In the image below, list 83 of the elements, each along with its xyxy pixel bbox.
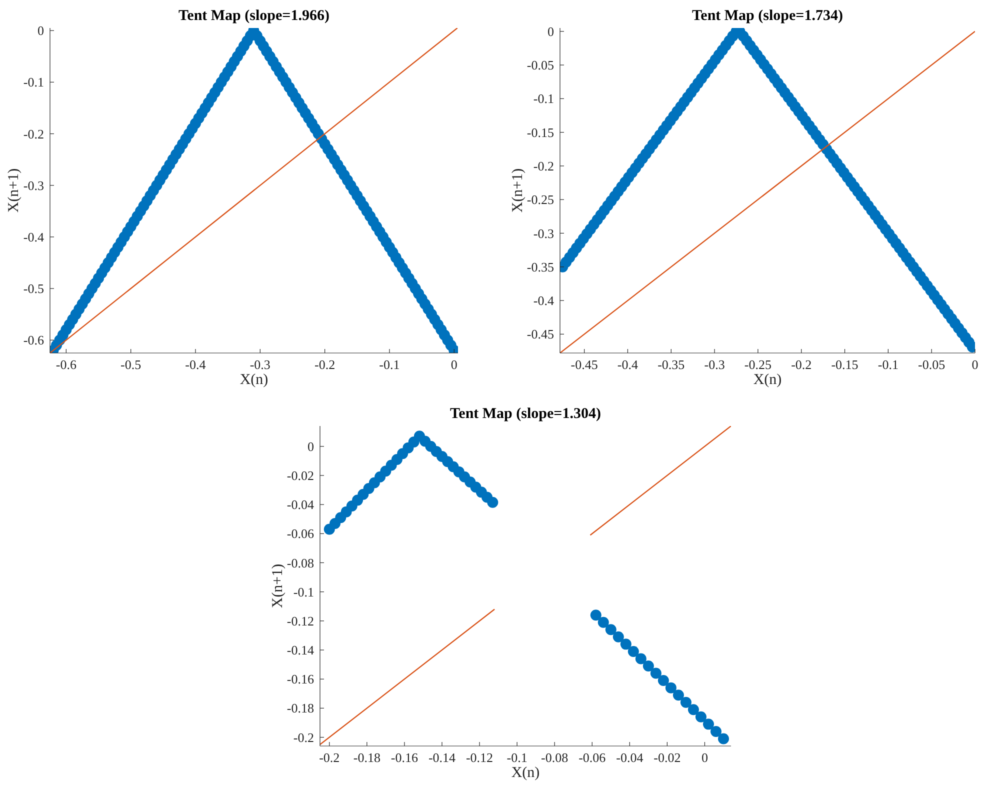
x-tick-label: -0.04 xyxy=(616,750,644,765)
x-tick-label: -0.6 xyxy=(56,357,77,372)
point xyxy=(702,718,714,730)
point xyxy=(680,696,692,708)
x-tick-label: 0 xyxy=(450,357,458,372)
x-tick-label: -0.4 xyxy=(185,357,206,372)
x-tick-label: -0.1 xyxy=(878,357,898,372)
x-tick-label: -0.12 xyxy=(466,750,494,765)
y-tick-label: -0.2 xyxy=(23,126,44,142)
x-tick-label: 0 xyxy=(701,750,708,765)
y-axis-title: X(n+1) xyxy=(6,168,22,213)
y-tick-label: -0.5 xyxy=(23,281,44,296)
x-tick-label: -0.16 xyxy=(390,750,418,765)
point xyxy=(487,496,498,508)
point xyxy=(590,610,602,621)
point xyxy=(628,646,639,657)
x-tick-label: -0.1 xyxy=(506,750,528,765)
x-tick-label: -0.15 xyxy=(831,357,858,372)
y-tick-label: -0.1 xyxy=(293,584,314,600)
y-tick-label: -0.1 xyxy=(533,91,554,106)
y-tick-label: -0.45 xyxy=(526,326,554,342)
y-tick-label: 0 xyxy=(38,23,44,38)
x-tick-label: -0.2 xyxy=(314,357,336,372)
point xyxy=(650,668,662,679)
point xyxy=(658,675,669,686)
y-tick-label: -0.14 xyxy=(286,642,314,658)
point xyxy=(665,682,676,694)
y-tick-label: -0.16 xyxy=(286,672,314,687)
point xyxy=(605,624,616,636)
x-tick-label: -0.25 xyxy=(744,357,772,372)
x-tick-label: -0.3 xyxy=(250,357,270,372)
y-tick-label: -0.2 xyxy=(533,158,554,174)
x-tick-label: -0.14 xyxy=(428,750,456,765)
chart-title: Tent Map (slope=1.304) xyxy=(450,406,601,422)
x-tick-label: -0.3 xyxy=(704,357,725,372)
y-tick-label: -0.25 xyxy=(526,192,554,208)
y-tick-label: -0.08 xyxy=(286,555,314,570)
x-axis-title: X(n) xyxy=(511,765,540,781)
x-tick-label: -0.2 xyxy=(319,750,340,765)
x-tick-label: -0.4 xyxy=(617,357,638,372)
point xyxy=(710,726,722,737)
x-tick-label: -0.45 xyxy=(570,357,598,372)
point xyxy=(695,711,706,722)
y-tick-label: -0.6 xyxy=(23,332,44,348)
x-tick-label: -0.1 xyxy=(379,357,400,372)
point xyxy=(620,638,632,650)
y-tick-label: -0.1 xyxy=(23,74,44,90)
x-tick-label: -0.05 xyxy=(918,357,946,372)
x-tick-label: -0.18 xyxy=(353,750,380,765)
y-tick-label: -0.4 xyxy=(23,229,44,244)
chart-title: Tent Map (slope=1.966) xyxy=(178,8,330,24)
chart-title: Tent Map (slope=1.734) xyxy=(692,8,843,24)
x-tick-label: -0.35 xyxy=(658,357,685,372)
x-tick-label: -0.5 xyxy=(120,357,142,372)
y-tick-label: -0.04 xyxy=(286,497,314,512)
point xyxy=(598,616,609,628)
y-tick-label: -0.3 xyxy=(533,226,554,241)
x-tick-label: -0.02 xyxy=(654,750,681,765)
y-axis-title: X(n+1) xyxy=(270,564,286,608)
x-axis-title: X(n) xyxy=(240,372,268,388)
point xyxy=(718,733,729,744)
x-tick-label: -0.2 xyxy=(791,357,812,372)
y-tick-label: -0.4 xyxy=(533,293,554,308)
point xyxy=(642,660,654,672)
y-tick-label: -0.2 xyxy=(293,730,314,745)
y-tick-label: 0 xyxy=(308,438,314,454)
y-tick-label: -0.18 xyxy=(286,700,314,716)
x-tick-label: 0 xyxy=(972,357,978,372)
y-tick-label: -0.12 xyxy=(286,613,314,628)
y-tick-label: -0.3 xyxy=(23,178,44,193)
point xyxy=(672,690,684,701)
x-axis-title: X(n) xyxy=(753,372,782,388)
point xyxy=(612,631,624,642)
y-tick-label: -0.02 xyxy=(286,468,314,484)
point xyxy=(688,704,699,716)
y-tick-label: -0.35 xyxy=(526,259,554,274)
y-tick-label: -0.06 xyxy=(286,526,314,542)
y-axis-title: X(n+1) xyxy=(510,168,526,213)
y-tick-label: -0.05 xyxy=(526,58,554,73)
x-tick-label: -0.06 xyxy=(578,750,606,765)
y-tick-label: -0.15 xyxy=(526,124,554,140)
point xyxy=(635,653,646,664)
y-tick-label: 0 xyxy=(548,24,554,39)
